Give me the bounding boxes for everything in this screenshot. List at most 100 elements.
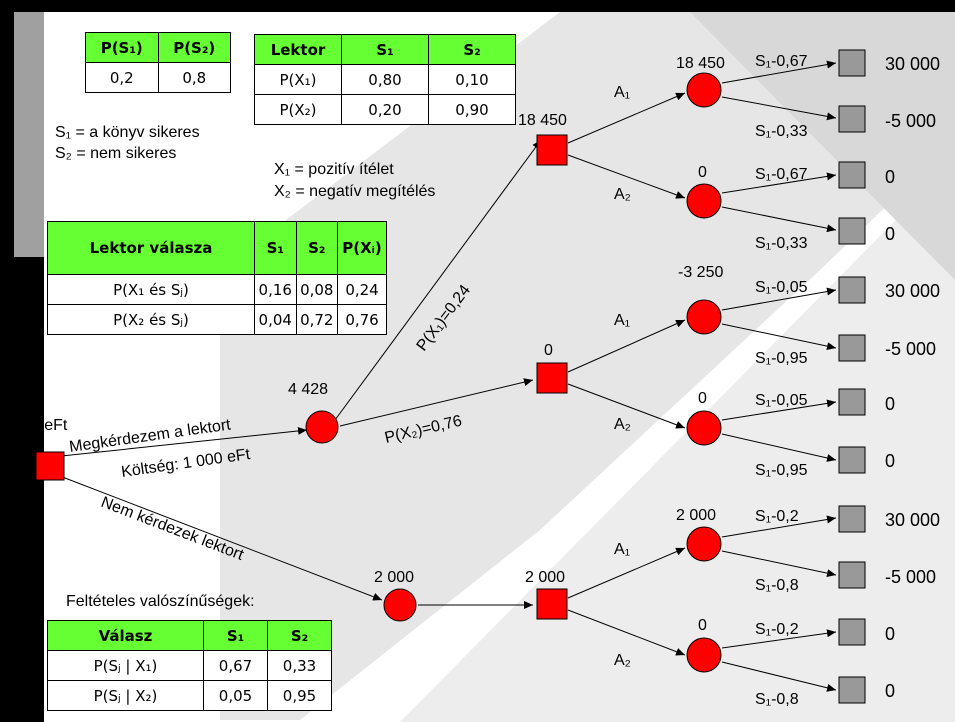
outcome-prob: S₁-0,33: [755, 123, 808, 140]
payoff: 0: [885, 224, 895, 244]
outcome-prob: S₁-0,8: [755, 577, 799, 594]
px1-label: P(X₁)=0,24: [414, 282, 475, 355]
lektor-table: Lektor S₁ S₂ P(X₁) 0,80 0,10 P(X₂) 0,20 …: [254, 34, 516, 125]
action-a2: A₂: [614, 186, 631, 203]
terminal-nodes: [838, 49, 866, 704]
joint-cell: 0,16: [254, 274, 297, 305]
chance-values: 18 450 0 -3 250 0 2 000 0: [676, 55, 725, 634]
outcome-prob: S₁-0,2: [755, 621, 799, 638]
cond-title: Feltételes valószínűségek:: [66, 593, 255, 610]
outcome-prob: S₁-0,95: [755, 462, 808, 479]
cond-table: Válasz S₁ S₂ P(Sⱼ | X₁) 0,67 0,33 P(Sⱼ |…: [47, 620, 332, 711]
payoff: 0: [885, 624, 895, 644]
edge-no-ask: [51, 472, 383, 601]
payoffs: 30 000 -5 000 0 0 30 000 -5 000 0 0 30 0…: [885, 54, 940, 701]
chance-node: [686, 72, 722, 108]
cond-header: S₂: [267, 620, 332, 651]
edge-a1: [567, 92, 686, 144]
payoff: 30 000: [885, 54, 940, 74]
decision-value: 2 000: [525, 569, 565, 586]
decision-node: [536, 588, 568, 620]
prior-header: P(S₂): [157, 32, 231, 63]
outcome-prob: S₁-0,2: [755, 508, 799, 525]
legend-s2: S₂ = nem sikeres: [55, 145, 177, 162]
cond-cell: 0,95: [267, 680, 332, 711]
cond-cell: 0,05: [203, 680, 268, 711]
action-a1: A₁: [614, 541, 630, 558]
edge-px1: [334, 139, 542, 421]
payoff: 0: [885, 451, 895, 471]
payoff: 0: [885, 681, 895, 701]
decision-node: [536, 134, 568, 166]
chance-value: 18 450: [676, 55, 725, 72]
legend-x2: X₂ = negatív megítélés: [274, 183, 436, 200]
joint-table: Lektor válasza S₁ S₂ P(Xᵢ) P(X₁ és Sⱼ) 0…: [47, 221, 387, 335]
decision-value: 0: [544, 342, 553, 359]
joint-cell: 0,08: [295, 274, 339, 305]
outcome-prob: S₁-0,67: [755, 53, 808, 70]
joint-header: P(Xᵢ): [337, 221, 387, 275]
lektor-cell: 0,80: [341, 64, 429, 95]
edge-ask: [51, 426, 308, 458]
cond-header: Válasz: [47, 620, 204, 651]
chance-node: [686, 410, 722, 446]
chance-node: [686, 183, 722, 219]
payoff: 0: [885, 394, 895, 414]
joint-cell: P(X₁ és Sⱼ): [47, 274, 255, 305]
cond-cell: P(Sⱼ | X₂): [47, 680, 204, 711]
lektor-cell: 0,10: [428, 64, 516, 95]
joint-cell: 0,04: [254, 304, 297, 335]
branch-no-ask-label: Nem kérdezek lektort: [99, 494, 247, 564]
ask-node-value: 4 428: [288, 381, 328, 398]
action-a2: A₂: [614, 652, 631, 669]
chance-value: -3 250: [678, 264, 723, 281]
lektor-cell: P(X₂): [254, 94, 342, 125]
root-decision-node: [35, 451, 65, 481]
lektor-header: Lektor: [254, 34, 342, 65]
payoff: 30 000: [885, 281, 940, 301]
cond-cell: 0,67: [203, 650, 268, 681]
joint-cell: P(X₂ és Sⱼ): [47, 304, 255, 335]
chance-node-no-ask: [383, 588, 417, 622]
edge-a2: [567, 609, 686, 656]
action-a2: A₂: [614, 416, 631, 433]
outcome-prob: S₁-0,67: [755, 166, 808, 183]
action-labels: A₁ A₂ A₁ A₂ A₁ A₂: [614, 84, 631, 669]
outcome-edges: [721, 60, 837, 692]
prior-cell: 0,2: [85, 62, 159, 93]
payoff: -5 000: [885, 567, 936, 587]
decision-node: [536, 362, 568, 394]
action-a1: A₁: [614, 84, 630, 101]
joint-cell: 0,72: [295, 304, 339, 335]
payoff: -5 000: [885, 339, 936, 359]
edge-a2: [567, 154, 686, 199]
chance-value: 0: [698, 617, 707, 634]
root-value: 28 eFt: [22, 417, 68, 434]
chance-node: [686, 299, 722, 335]
joint-header: S₂: [295, 221, 339, 275]
px2-label: P(X₂)=0,76: [383, 413, 464, 447]
joint-cell: 0,24: [337, 274, 387, 305]
outcome-prob: S₁-0,05: [755, 392, 808, 409]
branch-ask-label: Megkérdezem a lektort: [68, 416, 232, 456]
lektor-cell: P(X₁): [254, 64, 342, 95]
chance-node-ask: [305, 410, 339, 444]
chance-node: [686, 637, 722, 673]
chance-node: [686, 526, 722, 562]
prior-header: P(S₁): [85, 32, 159, 63]
edge-a2: [567, 383, 686, 429]
lektor-header: S₁: [341, 34, 429, 65]
branch-cost-label: Költség: 1 000 eFt: [120, 446, 252, 481]
outcome-prob: S₁-0,8: [755, 691, 799, 708]
prior-table: P(S₁) P(S₂) 0,2 0,8: [85, 32, 231, 93]
chance-value: 2 000: [676, 507, 716, 524]
payoff: 0: [885, 167, 895, 187]
edge-a1: [567, 319, 686, 373]
edge-px2: [339, 378, 534, 427]
payoff: -5 000: [885, 111, 936, 131]
outcome-prob: S₁-0,05: [755, 279, 808, 296]
prior-cell: 0,8: [157, 62, 231, 93]
edge-a1: [567, 547, 686, 599]
lektor-cell: 0,20: [341, 94, 429, 125]
